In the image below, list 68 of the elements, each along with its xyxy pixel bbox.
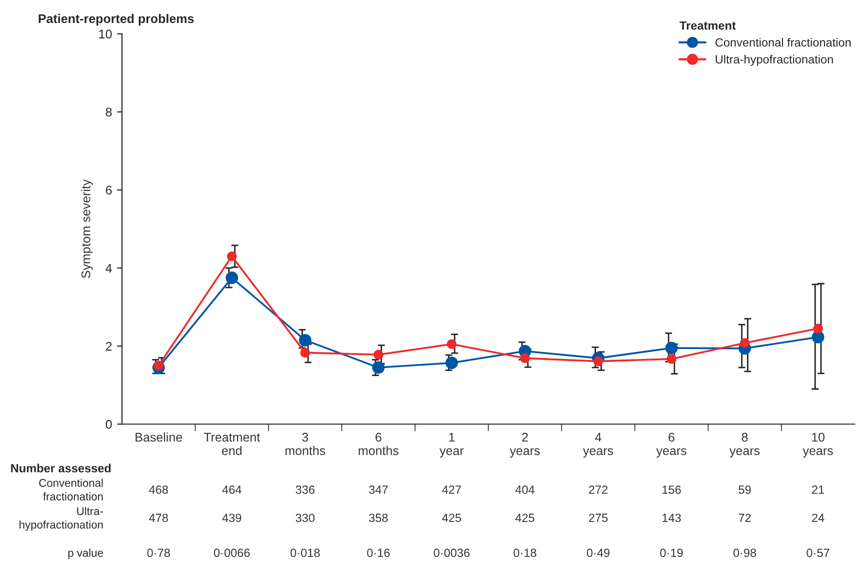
- text: 275: [588, 514, 608, 522]
- x-tick-label: 10 years: [802, 432, 833, 458]
- text: 0·19: [660, 548, 683, 558]
- x-tick-label: 6 months: [358, 432, 398, 456]
- text: 21: [812, 485, 824, 494]
- x-tick-label: 2 years: [510, 432, 540, 458]
- x-tick-label: 8 years: [730, 432, 760, 458]
- legend-label: Ultra-hypofractionation: [716, 54, 833, 66]
- point: [154, 360, 164, 370]
- point: [813, 324, 823, 334]
- text: 347: [369, 485, 388, 494]
- text: 72: [738, 514, 751, 522]
- text: 0·16: [367, 548, 390, 558]
- text: Number assessed: [11, 464, 111, 472]
- text: 0·018: [290, 548, 320, 558]
- text: 478: [149, 514, 168, 522]
- y-tick-label: 6: [106, 186, 112, 195]
- text: 59: [738, 485, 751, 494]
- point: [227, 251, 237, 262]
- text: p value: [68, 548, 103, 560]
- text: 358: [369, 514, 388, 522]
- point: [298, 334, 312, 346]
- point: [374, 350, 384, 360]
- y-tick-label: 8: [106, 108, 112, 117]
- chart-title: Patient-reported problems: [38, 14, 194, 26]
- x-tick-label: Treatment end: [204, 432, 260, 456]
- point: [372, 361, 385, 374]
- y-axis-title: Symptom severity: [81, 179, 93, 278]
- x-tick-label: 4 years: [582, 432, 614, 458]
- point: [665, 342, 678, 354]
- text: Ultra- hypofractionation: [20, 506, 103, 531]
- y-tick-label: 2: [106, 342, 112, 351]
- text: 464: [222, 485, 242, 494]
- point: [300, 348, 310, 358]
- y-tick-label: 10: [99, 30, 112, 38]
- text: 425: [442, 514, 462, 522]
- text: Conventional fractionation: [39, 478, 103, 500]
- text: 404: [515, 485, 534, 494]
- text: 272: [588, 485, 608, 494]
- text: 24: [812, 514, 824, 522]
- legend-label: Conventional fractionation: [715, 38, 851, 47]
- x-tick-label: 1 year: [440, 432, 464, 458]
- point: [226, 272, 238, 284]
- text: 427: [442, 485, 461, 494]
- legend-title: Treatment: [680, 21, 736, 30]
- text: 0·0036: [434, 548, 470, 558]
- text: 0·49: [586, 548, 610, 558]
- point: [740, 338, 750, 348]
- x-tick-label: Baseline: [136, 432, 182, 442]
- text: 0·18: [514, 548, 536, 558]
- text: 336: [296, 485, 314, 494]
- text: 425: [515, 514, 534, 522]
- text: 0·57: [806, 548, 830, 558]
- x-tick-label: 3 months: [285, 432, 326, 456]
- text: 468: [149, 485, 168, 494]
- text: 0·78: [147, 548, 170, 558]
- point: [666, 354, 676, 364]
- text: 156: [662, 485, 681, 494]
- text: 0·0066: [214, 548, 250, 558]
- y-tick-label: 4: [106, 264, 112, 273]
- text: 439: [222, 514, 242, 522]
- point: [520, 353, 530, 364]
- x-tick-label: 6 years: [656, 432, 686, 458]
- text: 0·98: [733, 548, 756, 558]
- text: 330: [296, 514, 315, 522]
- point: [446, 339, 457, 349]
- y-tick-label: 0: [106, 420, 112, 429]
- text: 143: [662, 514, 681, 522]
